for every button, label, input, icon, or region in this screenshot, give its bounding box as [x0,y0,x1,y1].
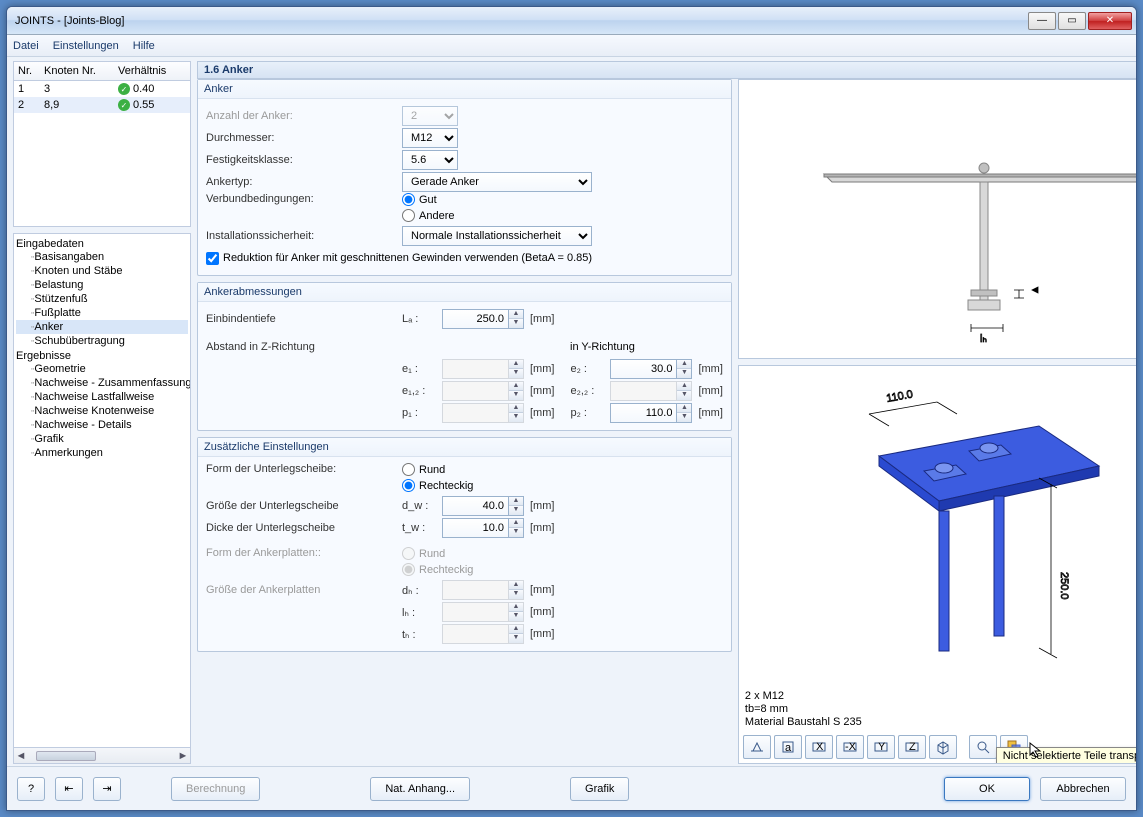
La-input[interactable]: ▲▼ [442,309,524,329]
bond-other-radio[interactable]: Andere [402,209,454,222]
svg-text:X: X [816,741,824,753]
next-btn[interactable]: ⇥ [93,777,121,801]
dw-input[interactable]: ▲▼ [442,496,524,516]
tree-item[interactable]: Anmerkungen [16,446,188,460]
prev-btn[interactable]: ⇤ [55,777,83,801]
table-row[interactable]: 2 8,9 ✓0.55 [14,97,190,113]
view-btn-2[interactable]: a [774,735,802,759]
lh-input: ▲▼ [442,602,524,622]
tree-item[interactable]: Nachweise - Details [16,418,188,432]
nav-tree[interactable]: Eingabedaten Basisangaben Knoten und Stä… [13,233,191,748]
calc-btn[interactable]: Berechnung [171,777,260,801]
svg-text:Y: Y [878,741,886,753]
svg-text:-X: -X [845,741,857,753]
col-verh[interactable]: Verhältnis [114,65,190,77]
view-iso[interactable] [929,735,957,759]
titlebar: JOINTS - [Joints-Blog] — ▭ ✕ [7,7,1136,35]
view-axis-z[interactable]: Z [898,735,926,759]
tree-item-anker[interactable]: Anker [16,320,188,334]
bond-good-radio[interactable]: Gut [402,193,437,206]
e12-input: ▲▼ [442,381,524,401]
tree-hscroll[interactable]: ◄► [13,748,191,764]
view-axis-x[interactable]: X [805,735,833,759]
svg-text:110.0: 110.0 [885,388,913,404]
washer-round-radio[interactable]: Rund [402,463,445,476]
anchor-count-select: 2 [402,106,458,126]
tree-root-input[interactable]: Eingabedaten [16,238,188,250]
check-icon: ✓ [118,83,130,95]
close-button[interactable]: ✕ [1088,12,1132,30]
viewer-info: 2 x M12 tb=8 mm Material Baustahl S 235 [745,690,862,729]
dh-input: ▲▼ [442,580,524,600]
cancel-btn[interactable]: Abbrechen [1040,777,1126,801]
diameter-select[interactable]: M12 [402,128,458,148]
e22-input: ▲▼ [610,381,692,401]
tree-item[interactable]: Fußplatte [16,306,188,320]
tree-item[interactable]: Nachweise Lastfallweise [16,390,188,404]
anchor-3d-view[interactable]: 110.0 250.0 2 x M12 tb=8 mm Material Bau… [738,365,1137,764]
minimize-button[interactable]: — [1028,12,1056,30]
menu-settings[interactable]: Einstellungen [53,40,119,52]
tree-item[interactable]: Basisangaben [16,250,188,264]
tree-item[interactable]: Nachweise - Zusammenfassung [16,376,188,390]
install-safety-select[interactable]: Normale Installationssicherheit [402,226,592,246]
col-knoten[interactable]: Knoten Nr. [40,65,114,77]
menubar: Datei Einstellungen Hilfe [7,35,1136,57]
tree-item[interactable]: Schubübertragung [16,334,188,348]
tree-item[interactable]: Geometrie [16,362,188,376]
panel-title: 1.6 Anker [197,61,1137,79]
app-window: JOINTS - [Joints-Blog] — ▭ ✕ Datei Einst… [6,6,1137,811]
grafik-btn[interactable]: Grafik [570,777,629,801]
p2-input[interactable]: ▲▼ [610,403,692,423]
tree-item[interactable]: Knoten und Stäbe [16,264,188,278]
p1-input: ▲▼ [442,403,524,423]
plate-round-radio: Rund [402,547,445,560]
group-extra: Zusätzliche Einstellungen Form der Unter… [197,437,732,652]
svg-text:Z: Z [909,741,916,753]
viewer-toolbar: a X -X Y Z [743,735,1028,759]
check-icon: ✓ [118,99,130,111]
anchor-type-select[interactable]: Gerade Anker [402,172,592,192]
bottom-toolbar: ? ⇤ ⇥ Berechnung Nat. Anhang... Grafik O… [7,766,1136,810]
view-axis-y[interactable]: Y [867,735,895,759]
strength-select[interactable]: 5.6 [402,150,458,170]
plate-rect-radio: Rechteckig [402,563,473,576]
nodes-table[interactable]: 1 3 ✓0.40 2 8,9 ✓0.55 [13,81,191,227]
tooltip: Nicht selektierte Teile transparent anze… [996,747,1137,764]
zoom-btn[interactable] [969,735,997,759]
tree-root-results[interactable]: Ergebnisse [16,350,188,362]
reduction-checkbox[interactable]: Reduktion für Anker mit geschnittenen Ge… [206,252,592,265]
help-btn[interactable]: ? [17,777,45,801]
e2-input[interactable]: ▲▼ [610,359,692,379]
svg-text:lₕ: lₕ [980,333,987,345]
ok-btn[interactable]: OK [944,777,1030,801]
menu-file[interactable]: Datei [13,40,39,52]
nodes-table-header: Nr. Knoten Nr. Verhältnis [13,61,191,81]
washer-rect-radio[interactable]: Rechteckig [402,479,473,492]
tree-item[interactable]: Stützenfuß [16,292,188,306]
th-input: ▲▼ [442,624,524,644]
svg-text:250.0: 250.0 [1058,572,1070,600]
e1-input: ▲▼ [442,359,524,379]
tree-item[interactable]: Grafik [16,432,188,446]
tw-input[interactable]: ▲▼ [442,518,524,538]
view-btn-1[interactable] [743,735,771,759]
group-anker: Anker Anzahl der Anker: 2 Durchmesser: M… [197,79,732,276]
anchor-schematic: Lₐ lₕ [738,79,1137,359]
tree-item[interactable]: Nachweise Knotenweise [16,404,188,418]
window-title: JOINTS - [Joints-Blog] [15,15,124,27]
table-row[interactable]: 1 3 ✓0.40 [14,81,190,97]
group-dimensions: Ankerabmessungen Einbindentiefe Lₐ : ▲▼ … [197,282,732,431]
view-axis-nx[interactable]: -X [836,735,864,759]
col-nr[interactable]: Nr. [14,65,40,77]
maximize-button[interactable]: ▭ [1058,12,1086,30]
nat-anhang-btn[interactable]: Nat. Anhang... [370,777,470,801]
svg-text:a: a [785,742,792,754]
menu-help[interactable]: Hilfe [133,40,155,52]
tree-item[interactable]: Belastung [16,278,188,292]
